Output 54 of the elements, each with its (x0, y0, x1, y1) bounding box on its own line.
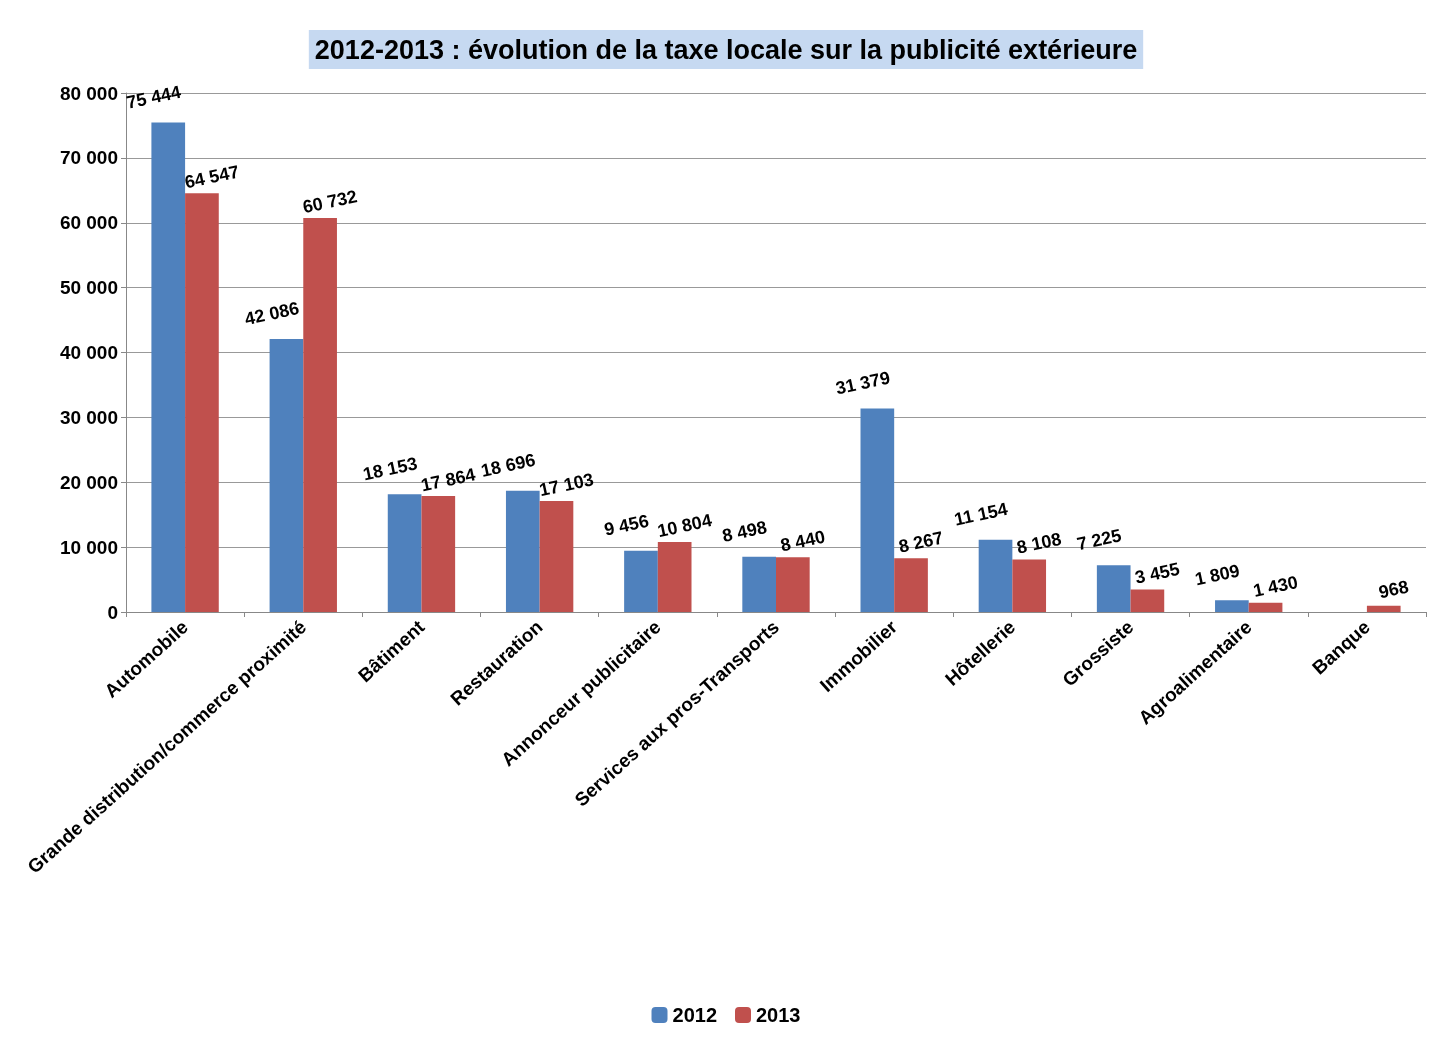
data-label: 1 809 (1193, 560, 1242, 590)
data-label: 9 456 (602, 510, 651, 540)
data-label: 75 444 (124, 81, 183, 113)
y-tick-label: 70 000 (59, 147, 118, 169)
data-label: 17 103 (537, 469, 596, 501)
bar (421, 496, 456, 612)
bar (1366, 605, 1401, 612)
data-label: 8 498 (720, 516, 769, 546)
bar (1130, 589, 1165, 612)
y-tick-label: 20 000 (59, 471, 118, 493)
bar (1248, 602, 1283, 612)
data-label: 8 108 (1014, 528, 1064, 558)
data-label: 42 086 (242, 298, 301, 330)
bar (151, 122, 186, 612)
chart-title: 2012-2013 : évolution de la taxe locale sur la publicité extérieure (314, 34, 1138, 65)
y-tick-label: 40 000 (59, 342, 118, 363)
bar (657, 541, 692, 612)
data-label: 18 696 (479, 449, 538, 481)
bar (505, 490, 540, 612)
y-tick-label: 10 000 (59, 536, 118, 558)
data-label: 3 455 (1133, 558, 1182, 588)
data-label: 18 153 (361, 453, 420, 485)
bar (387, 494, 422, 612)
bar (539, 501, 574, 612)
data-label: 60 732 (300, 186, 359, 218)
y-tick-label: 80 000 (59, 82, 118, 104)
bar (185, 193, 219, 612)
y-tick-label: 30 000 (59, 406, 118, 428)
legend-label: 2013 (756, 1004, 801, 1026)
bar (860, 408, 895, 612)
y-tick-label: 60 000 (59, 212, 118, 234)
data-label: 10 804 (655, 510, 714, 542)
legend-label: 2012 (672, 1004, 718, 1026)
bar (1096, 565, 1131, 612)
data-label: 11 154 (952, 498, 1010, 530)
data-label: 968 (1376, 576, 1411, 603)
bar (624, 550, 658, 612)
data-label: 8 440 (778, 526, 827, 556)
bar (978, 539, 1013, 612)
bar (776, 557, 810, 612)
bar (1215, 600, 1249, 612)
data-label: 1 430 (1251, 571, 1300, 601)
bar (269, 338, 304, 612)
data-label: 31 379 (833, 367, 892, 399)
data-label: 64 547 (182, 161, 241, 193)
data-label: 7 225 (1075, 525, 1124, 555)
bar (1012, 559, 1047, 612)
data-label: 17 864 (419, 464, 478, 496)
bar (894, 558, 928, 612)
y-tick-label: 50 000 (59, 277, 118, 299)
data-label: 8 267 (896, 527, 945, 557)
bar (303, 218, 337, 612)
bar (742, 556, 776, 612)
y-tick-label: 0 (107, 601, 118, 623)
